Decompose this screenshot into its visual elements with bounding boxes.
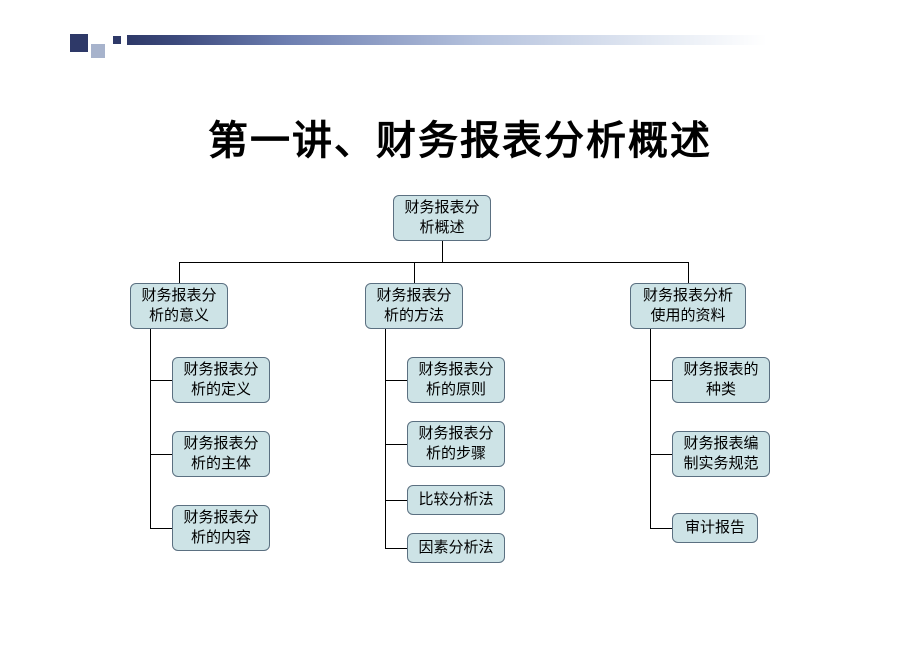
tree-node: 比较分析法 — [407, 485, 505, 515]
tree-node: 因素分析法 — [407, 533, 505, 563]
connector — [650, 528, 672, 529]
tree-node: 财务报表分 析的原则 — [407, 357, 505, 403]
connector — [385, 548, 407, 549]
connector — [179, 262, 180, 283]
header-decoration — [70, 28, 767, 58]
deco-gradient-bar — [127, 35, 767, 45]
connector — [179, 262, 688, 263]
connector — [688, 262, 689, 283]
connector — [650, 380, 672, 381]
connector — [150, 380, 172, 381]
page-title: 第一讲、财务报表分析概述 — [0, 108, 920, 166]
connector — [150, 528, 172, 529]
connector — [650, 329, 651, 528]
connector — [414, 262, 415, 283]
deco-square — [70, 34, 88, 52]
tree-node: 财务报表编 制实务规范 — [672, 431, 770, 477]
tree-diagram: 财务报表分 析概述财务报表分 析的意义 财务报表分 析的方法 财务报表分析 使用的资… — [100, 195, 820, 625]
tree-node: 财务报表分 析的内容 — [172, 505, 270, 551]
tree-node: 财务报表的 种类 — [672, 357, 770, 403]
connector — [385, 380, 407, 381]
connector — [442, 241, 443, 262]
connector — [650, 454, 672, 455]
tree-node: 审计报告 — [672, 513, 758, 543]
deco-square — [113, 36, 121, 44]
connector — [385, 500, 407, 501]
connector — [150, 454, 172, 455]
tree-node: 财务报表分 析的定义 — [172, 357, 270, 403]
deco-square — [91, 44, 105, 58]
connector — [385, 444, 407, 445]
tree-node: 财务报表分 析的意义 — [130, 283, 228, 329]
tree-node: 财务报表分析 使用的资料 — [630, 283, 746, 329]
tree-node: 财务报表分 析的步骤 — [407, 421, 505, 467]
tree-node: 财务报表分 析的主体 — [172, 431, 270, 477]
tree-node: 财务报表分 析的方法 — [365, 283, 463, 329]
tree-node: 财务报表分 析概述 — [393, 195, 491, 241]
connector — [150, 329, 151, 528]
connector — [385, 329, 386, 548]
